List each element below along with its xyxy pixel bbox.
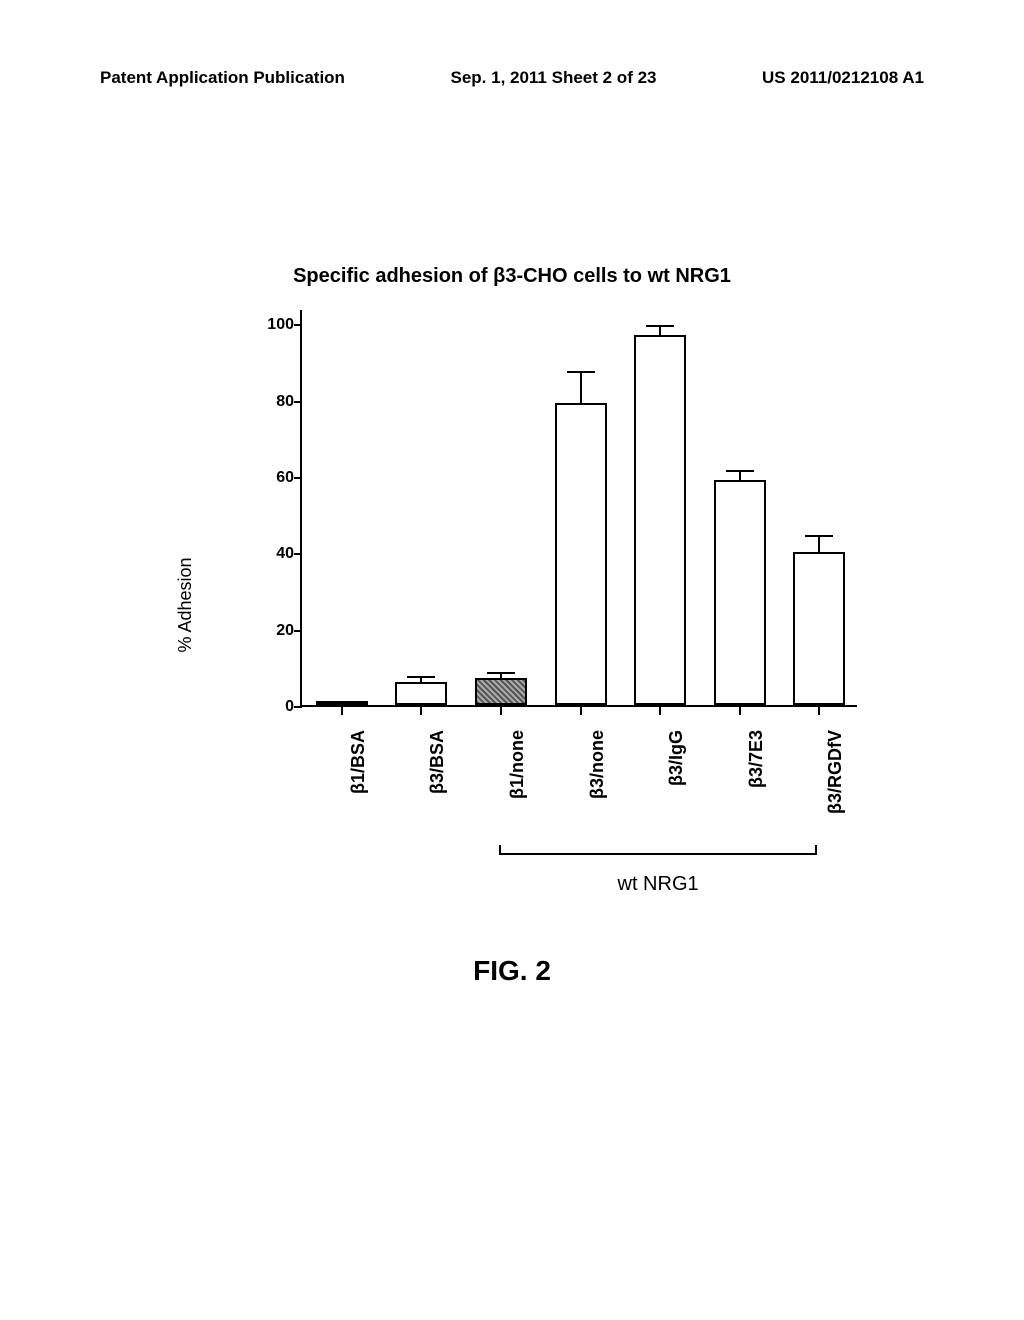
bar <box>793 552 845 705</box>
y-tick-label: 80 <box>252 393 294 411</box>
x-tick-label: β1/BSA <box>348 730 369 794</box>
y-tick-label: 60 <box>252 469 294 487</box>
x-tick-label: β3/RGDfV <box>825 730 846 814</box>
header-right: US 2011/0212108 A1 <box>762 68 924 88</box>
bar <box>475 678 527 705</box>
plot-area: 020406080100 <box>300 310 857 707</box>
header-left: Patent Application Publication <box>100 68 345 88</box>
x-tick-label: β3/none <box>587 730 608 799</box>
chart: % Adhesion 020406080100 β1/BSAβ3/BSAβ1/n… <box>130 310 894 900</box>
y-axis-label: % Adhesion <box>175 557 196 652</box>
y-tick-label: 20 <box>252 622 294 640</box>
page-header: Patent Application Publication Sep. 1, 2… <box>0 68 1024 88</box>
header-center: Sep. 1, 2011 Sheet 2 of 23 <box>450 68 656 88</box>
bar <box>634 335 686 705</box>
chart-title: Specific adhesion of β3-CHO cells to wt … <box>0 265 1024 288</box>
group-bracket-label: wt NRG1 <box>499 873 817 896</box>
figure-label: FIG. 2 <box>0 955 1024 987</box>
bar <box>555 403 607 705</box>
group-bracket <box>499 845 817 863</box>
y-tick-label: 40 <box>252 545 294 563</box>
x-tick-label: β3/7E3 <box>746 730 767 788</box>
y-tick-label: 0 <box>252 698 294 716</box>
y-tick-label: 100 <box>252 316 294 334</box>
bar <box>714 480 766 705</box>
bar <box>395 682 447 705</box>
x-tick-label: β3/BSA <box>427 730 448 794</box>
x-axis-labels: β1/BSA β3/BSA β1/none β3/none β3/IgG β3/7E3 β3… <box>300 720 860 840</box>
x-tick-label: β1/none <box>507 730 528 799</box>
x-tick-label: β3/IgG <box>666 730 687 786</box>
